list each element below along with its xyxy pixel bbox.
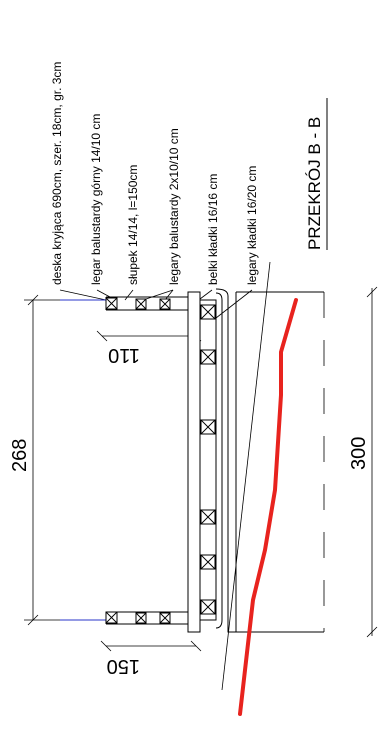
dimension-150: 150 [100, 640, 202, 677]
label-top-rail: legar balustardy górny 14/10 cm [89, 114, 103, 285]
rail-boxes-bottom [105, 611, 171, 624]
section-title: PRZEKRÓJ B - B [305, 117, 324, 250]
railing-top-post [105, 296, 196, 311]
terrain-line [238, 298, 298, 716]
joist-boxes [200, 304, 216, 615]
dim-width-top: 268 [9, 439, 31, 472]
deck-beam [187, 291, 217, 633]
railing-bottom-post [105, 611, 196, 625]
leader-lines [59, 289, 253, 319]
section-title-group: PRZEKRÓJ B - B [305, 98, 328, 250]
label-railing-joists: legary balustardy 2x10/10 cm [167, 128, 181, 285]
dim-height-left: 150 [107, 655, 140, 677]
dimension-268: 268 [9, 294, 60, 626]
label-post: słupek 14/14, l=150cm [126, 165, 140, 285]
dimension-110: 110 [96, 330, 202, 366]
label-footbridge-beams: belki kładki 16/16 cm [206, 174, 220, 285]
label-footbridge-joists: legary kładki 16/20 cm [245, 166, 259, 285]
rail-boxes-top [105, 297, 171, 310]
abutment [215, 288, 324, 633]
dim-height-right: 110 [108, 344, 140, 366]
label-deck-board: deska kryjąca 690cm, szer. 18cm, gr. 3cm [50, 62, 64, 285]
dimension-300: 300 [348, 286, 378, 638]
dim-width-bottom: 300 [348, 437, 370, 470]
slope-line [221, 261, 271, 691]
